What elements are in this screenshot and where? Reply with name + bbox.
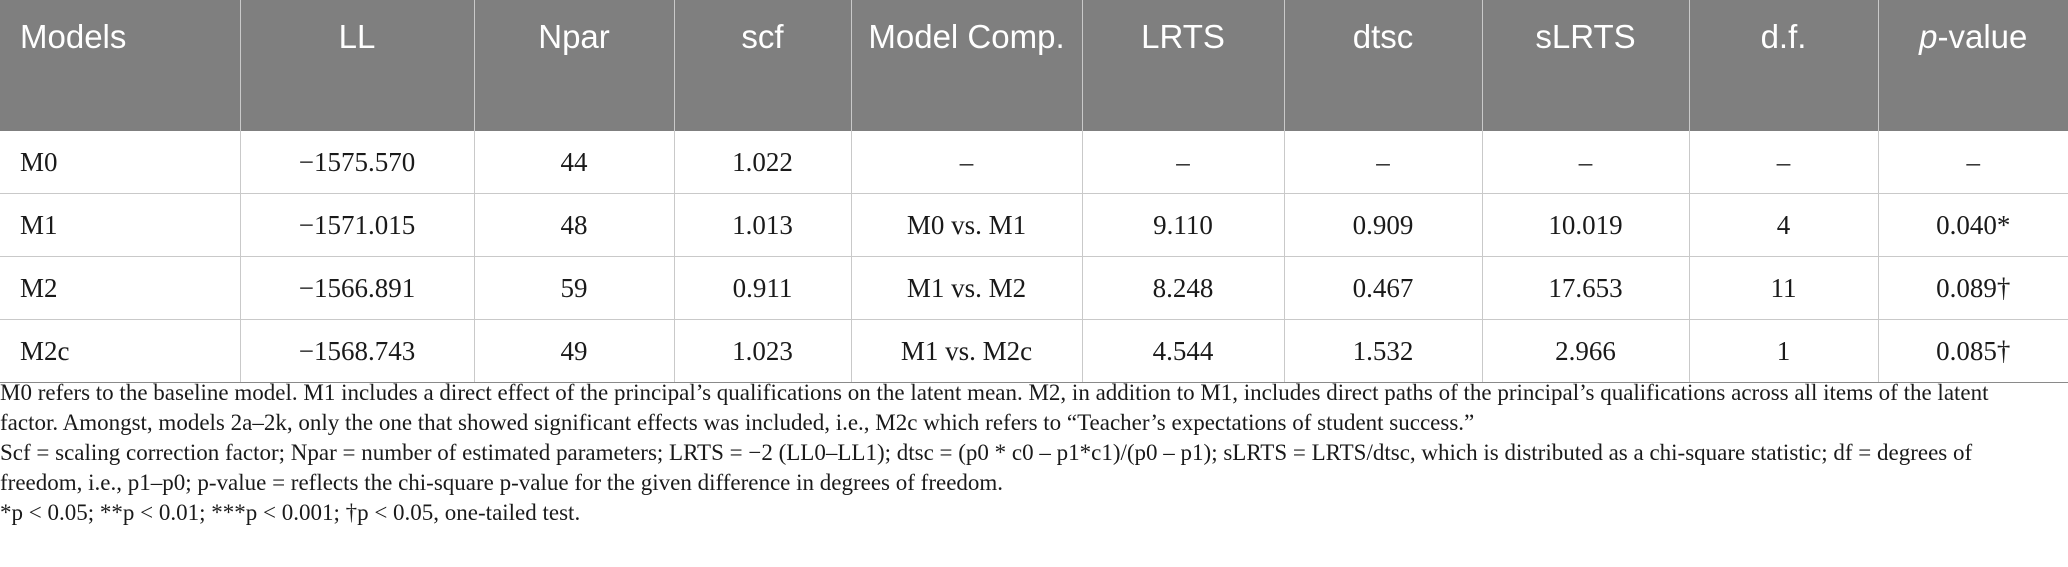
header-label: Npar xyxy=(538,18,610,55)
cell-ll: −1571.015 xyxy=(239,193,474,257)
cell-npar: 49 xyxy=(473,319,674,383)
cell-p-value: 0.085† xyxy=(1877,319,2068,383)
cell-dtsc: 0.467 xyxy=(1283,256,1482,320)
header-label: scf xyxy=(741,18,784,55)
header-label: Model Comp. xyxy=(868,18,1065,55)
header-label: p-value xyxy=(1919,18,2028,55)
cell-p-value: 0.040* xyxy=(1877,193,2068,257)
table-footnotes: M0 refers to the baseline model. M1 incl… xyxy=(0,378,2050,528)
header-models: Models xyxy=(0,0,240,131)
cell-model: M0 xyxy=(0,131,240,194)
cell-model-comp: – xyxy=(850,131,1082,194)
cell-ll: −1566.891 xyxy=(239,256,474,320)
header-label: d.f. xyxy=(1760,18,1807,55)
cell-p-value: – xyxy=(1877,131,2068,194)
footnote-model-descriptions: M0 refers to the baseline model. M1 incl… xyxy=(0,380,1989,435)
cell-npar: 48 xyxy=(473,193,674,257)
cell-npar: 59 xyxy=(473,256,674,320)
cell-dtsc: 0.909 xyxy=(1283,193,1482,257)
table-row: M2c −1568.743 49 1.023 M1 vs. M2c 4.544 … xyxy=(0,319,2068,383)
cell-scf: 1.023 xyxy=(673,319,851,383)
header-ll: LL xyxy=(239,0,474,131)
footnote-significance: *p < 0.05; **p < 0.01; ***p < 0.001; †p … xyxy=(0,500,581,525)
cell-npar: 44 xyxy=(473,131,674,194)
header-label: LRTS xyxy=(1141,18,1225,55)
cell-p-value: 0.089† xyxy=(1877,256,2068,320)
cell-dtsc: – xyxy=(1283,131,1482,194)
header-label: sLRTS xyxy=(1535,18,1636,55)
cell-lrts: – xyxy=(1081,131,1284,194)
header-row: Models LL Npar scf Model Comp. LRTS dtsc… xyxy=(0,0,2068,131)
table-row: M1 −1571.015 48 1.013 M0 vs. M1 9.110 0.… xyxy=(0,193,2068,257)
cell-slrts: 17.653 xyxy=(1481,256,1689,320)
cell-model-comp: M1 vs. M2 xyxy=(850,256,1082,320)
header-label: dtsc xyxy=(1352,18,1414,55)
cell-scf: 1.013 xyxy=(673,193,851,257)
header-model-comp: Model Comp. xyxy=(850,0,1082,131)
cell-lrts: 4.544 xyxy=(1081,319,1284,383)
model-comparison-table: Models LL Npar scf Model Comp. LRTS dtsc… xyxy=(0,0,2068,383)
header-df: d.f. xyxy=(1688,0,1878,131)
cell-df: 11 xyxy=(1688,256,1878,320)
cell-model-comp: M0 vs. M1 xyxy=(850,193,1082,257)
cell-dtsc: 1.532 xyxy=(1283,319,1482,383)
cell-lrts: 8.248 xyxy=(1081,256,1284,320)
header-label: Models xyxy=(20,18,127,55)
cell-slrts: 2.966 xyxy=(1481,319,1689,383)
cell-scf: 0.911 xyxy=(673,256,851,320)
cell-model: M2c xyxy=(0,319,240,383)
cell-model: M1 xyxy=(0,193,240,257)
table-row: M2 −1566.891 59 0.911 M1 vs. M2 8.248 0.… xyxy=(0,256,2068,320)
cell-df: 4 xyxy=(1688,193,1878,257)
header-scf: scf xyxy=(673,0,851,131)
header-label: LL xyxy=(338,18,376,55)
header-lrts: LRTS xyxy=(1081,0,1284,131)
cell-ll: −1568.743 xyxy=(239,319,474,383)
cell-scf: 1.022 xyxy=(673,131,851,194)
cell-model: M2 xyxy=(0,256,240,320)
table-row: M0 −1575.570 44 1.022 – – – – – – xyxy=(0,131,2068,194)
header-p-value: p-value xyxy=(1877,0,2068,131)
header-npar: Npar xyxy=(473,0,674,131)
cell-df: 1 xyxy=(1688,319,1878,383)
footnote-abbreviations: Scf = scaling correction factor; Npar = … xyxy=(0,440,1973,495)
cell-model-comp: M1 vs. M2c xyxy=(850,319,1082,383)
cell-lrts: 9.110 xyxy=(1081,193,1284,257)
cell-slrts: 10.019 xyxy=(1481,193,1689,257)
cell-df: – xyxy=(1688,131,1878,194)
cell-ll: −1575.570 xyxy=(239,131,474,194)
cell-slrts: – xyxy=(1481,131,1689,194)
header-dtsc: dtsc xyxy=(1283,0,1482,131)
header-slrts: sLRTS xyxy=(1481,0,1689,131)
